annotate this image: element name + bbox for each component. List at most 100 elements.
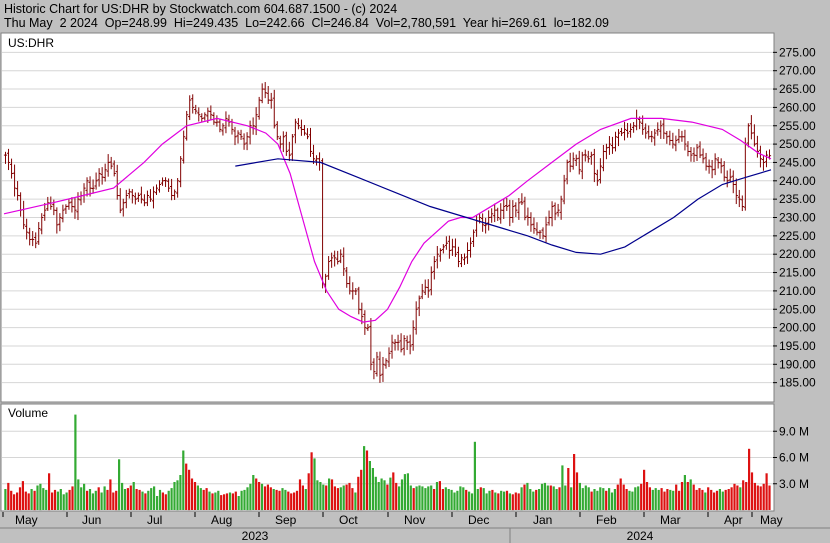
price-bar bbox=[435, 246, 439, 269]
volume-bar bbox=[258, 482, 261, 510]
volume-bar bbox=[193, 482, 197, 510]
price-bar bbox=[305, 128, 310, 140]
price-bar bbox=[64, 204, 68, 214]
price-bar bbox=[502, 198, 506, 219]
price-bar bbox=[438, 248, 442, 262]
volume-bar bbox=[686, 482, 689, 510]
volume-bar bbox=[578, 482, 581, 510]
month-tick-label: Jul bbox=[147, 513, 162, 527]
price-bar bbox=[308, 127, 313, 157]
volume-bar bbox=[683, 475, 686, 510]
price-bar bbox=[330, 252, 334, 268]
price-bar bbox=[752, 124, 756, 147]
volume-bar bbox=[103, 486, 106, 510]
volume-bar bbox=[593, 489, 596, 510]
volume-bar bbox=[138, 489, 141, 510]
price-bar bbox=[296, 118, 301, 130]
volume-bar bbox=[278, 490, 281, 511]
volume-bar bbox=[380, 478, 383, 510]
volume-bar bbox=[637, 486, 640, 510]
volume-bar bbox=[42, 488, 45, 510]
volume-bar bbox=[610, 492, 614, 510]
price-bar bbox=[746, 123, 750, 148]
price-tick-label: 190.00 bbox=[779, 357, 816, 371]
price-bar bbox=[761, 156, 766, 171]
volume-bar bbox=[386, 484, 389, 510]
year-label: 2024 bbox=[627, 529, 654, 543]
price-bar bbox=[456, 246, 461, 268]
price-bar bbox=[532, 217, 536, 234]
volume-bar bbox=[508, 493, 511, 510]
price-bar bbox=[73, 198, 77, 219]
price-bar bbox=[707, 159, 711, 174]
volume-bar bbox=[645, 482, 649, 510]
price-bar bbox=[375, 351, 379, 377]
year-label: 2023 bbox=[242, 529, 269, 543]
price-bar bbox=[496, 207, 500, 221]
volume-bar bbox=[427, 486, 430, 510]
price-bar bbox=[601, 145, 606, 172]
volume-bar bbox=[456, 490, 459, 511]
volume-bar bbox=[208, 491, 211, 510]
price-bar bbox=[734, 178, 738, 205]
volume-bar bbox=[62, 494, 65, 511]
volume-bar bbox=[97, 487, 100, 511]
volume-bar bbox=[100, 492, 103, 510]
price-bar bbox=[142, 194, 147, 207]
price-bar bbox=[130, 189, 134, 204]
volume-bar bbox=[561, 465, 564, 510]
volume-bar bbox=[605, 490, 608, 511]
month-tick-label: Sep bbox=[275, 513, 297, 527]
volume-bar bbox=[596, 490, 599, 511]
price-bar bbox=[239, 129, 243, 140]
price-bar bbox=[650, 130, 654, 143]
price-bar bbox=[559, 195, 563, 220]
price-bar bbox=[191, 94, 195, 114]
volume-bar bbox=[768, 485, 771, 510]
volume-bar bbox=[246, 487, 249, 511]
volume-bar bbox=[231, 493, 234, 510]
volume-bar bbox=[357, 476, 360, 511]
volume-bar bbox=[581, 488, 584, 510]
price-bar bbox=[287, 141, 291, 162]
price-bar bbox=[583, 149, 587, 162]
volume-bar bbox=[753, 482, 756, 510]
volume-bar bbox=[628, 490, 631, 511]
price-bar bbox=[124, 189, 128, 209]
price-bar bbox=[302, 124, 307, 136]
volume-bar bbox=[74, 414, 77, 510]
volume-bar bbox=[634, 487, 637, 511]
volume-bar bbox=[517, 493, 520, 510]
volume-bar bbox=[631, 491, 634, 510]
volume-bar bbox=[465, 489, 468, 510]
volume-bar bbox=[485, 493, 488, 510]
volume-bar bbox=[701, 489, 704, 510]
volume-bar bbox=[374, 476, 377, 511]
volume-bar bbox=[494, 492, 497, 510]
price-bar bbox=[387, 347, 391, 368]
price-bar bbox=[384, 358, 388, 369]
volume-bar bbox=[678, 490, 681, 511]
price-bar bbox=[420, 283, 424, 300]
volume-bar bbox=[263, 486, 267, 510]
price-bar bbox=[619, 127, 624, 137]
volume-bar bbox=[765, 473, 768, 511]
volume-bar bbox=[406, 473, 409, 511]
price-bar bbox=[115, 164, 119, 200]
month-tick-label: Nov bbox=[404, 513, 425, 527]
volume-bar bbox=[48, 473, 51, 511]
volume-bar bbox=[733, 483, 736, 511]
volume-bar bbox=[555, 489, 558, 510]
volume-bar bbox=[500, 490, 503, 511]
price-bar bbox=[698, 141, 702, 159]
price-bar bbox=[595, 169, 599, 186]
volume-bar bbox=[53, 489, 57, 510]
volume-bar bbox=[473, 441, 476, 511]
volume-bar bbox=[704, 492, 707, 510]
volume-bar bbox=[651, 489, 654, 510]
price-tick-label: 230.00 bbox=[779, 211, 816, 225]
volume-bar bbox=[16, 492, 19, 510]
volume-bar bbox=[724, 489, 727, 510]
price-bar bbox=[221, 123, 225, 136]
moving-average-lines bbox=[3, 117, 772, 323]
